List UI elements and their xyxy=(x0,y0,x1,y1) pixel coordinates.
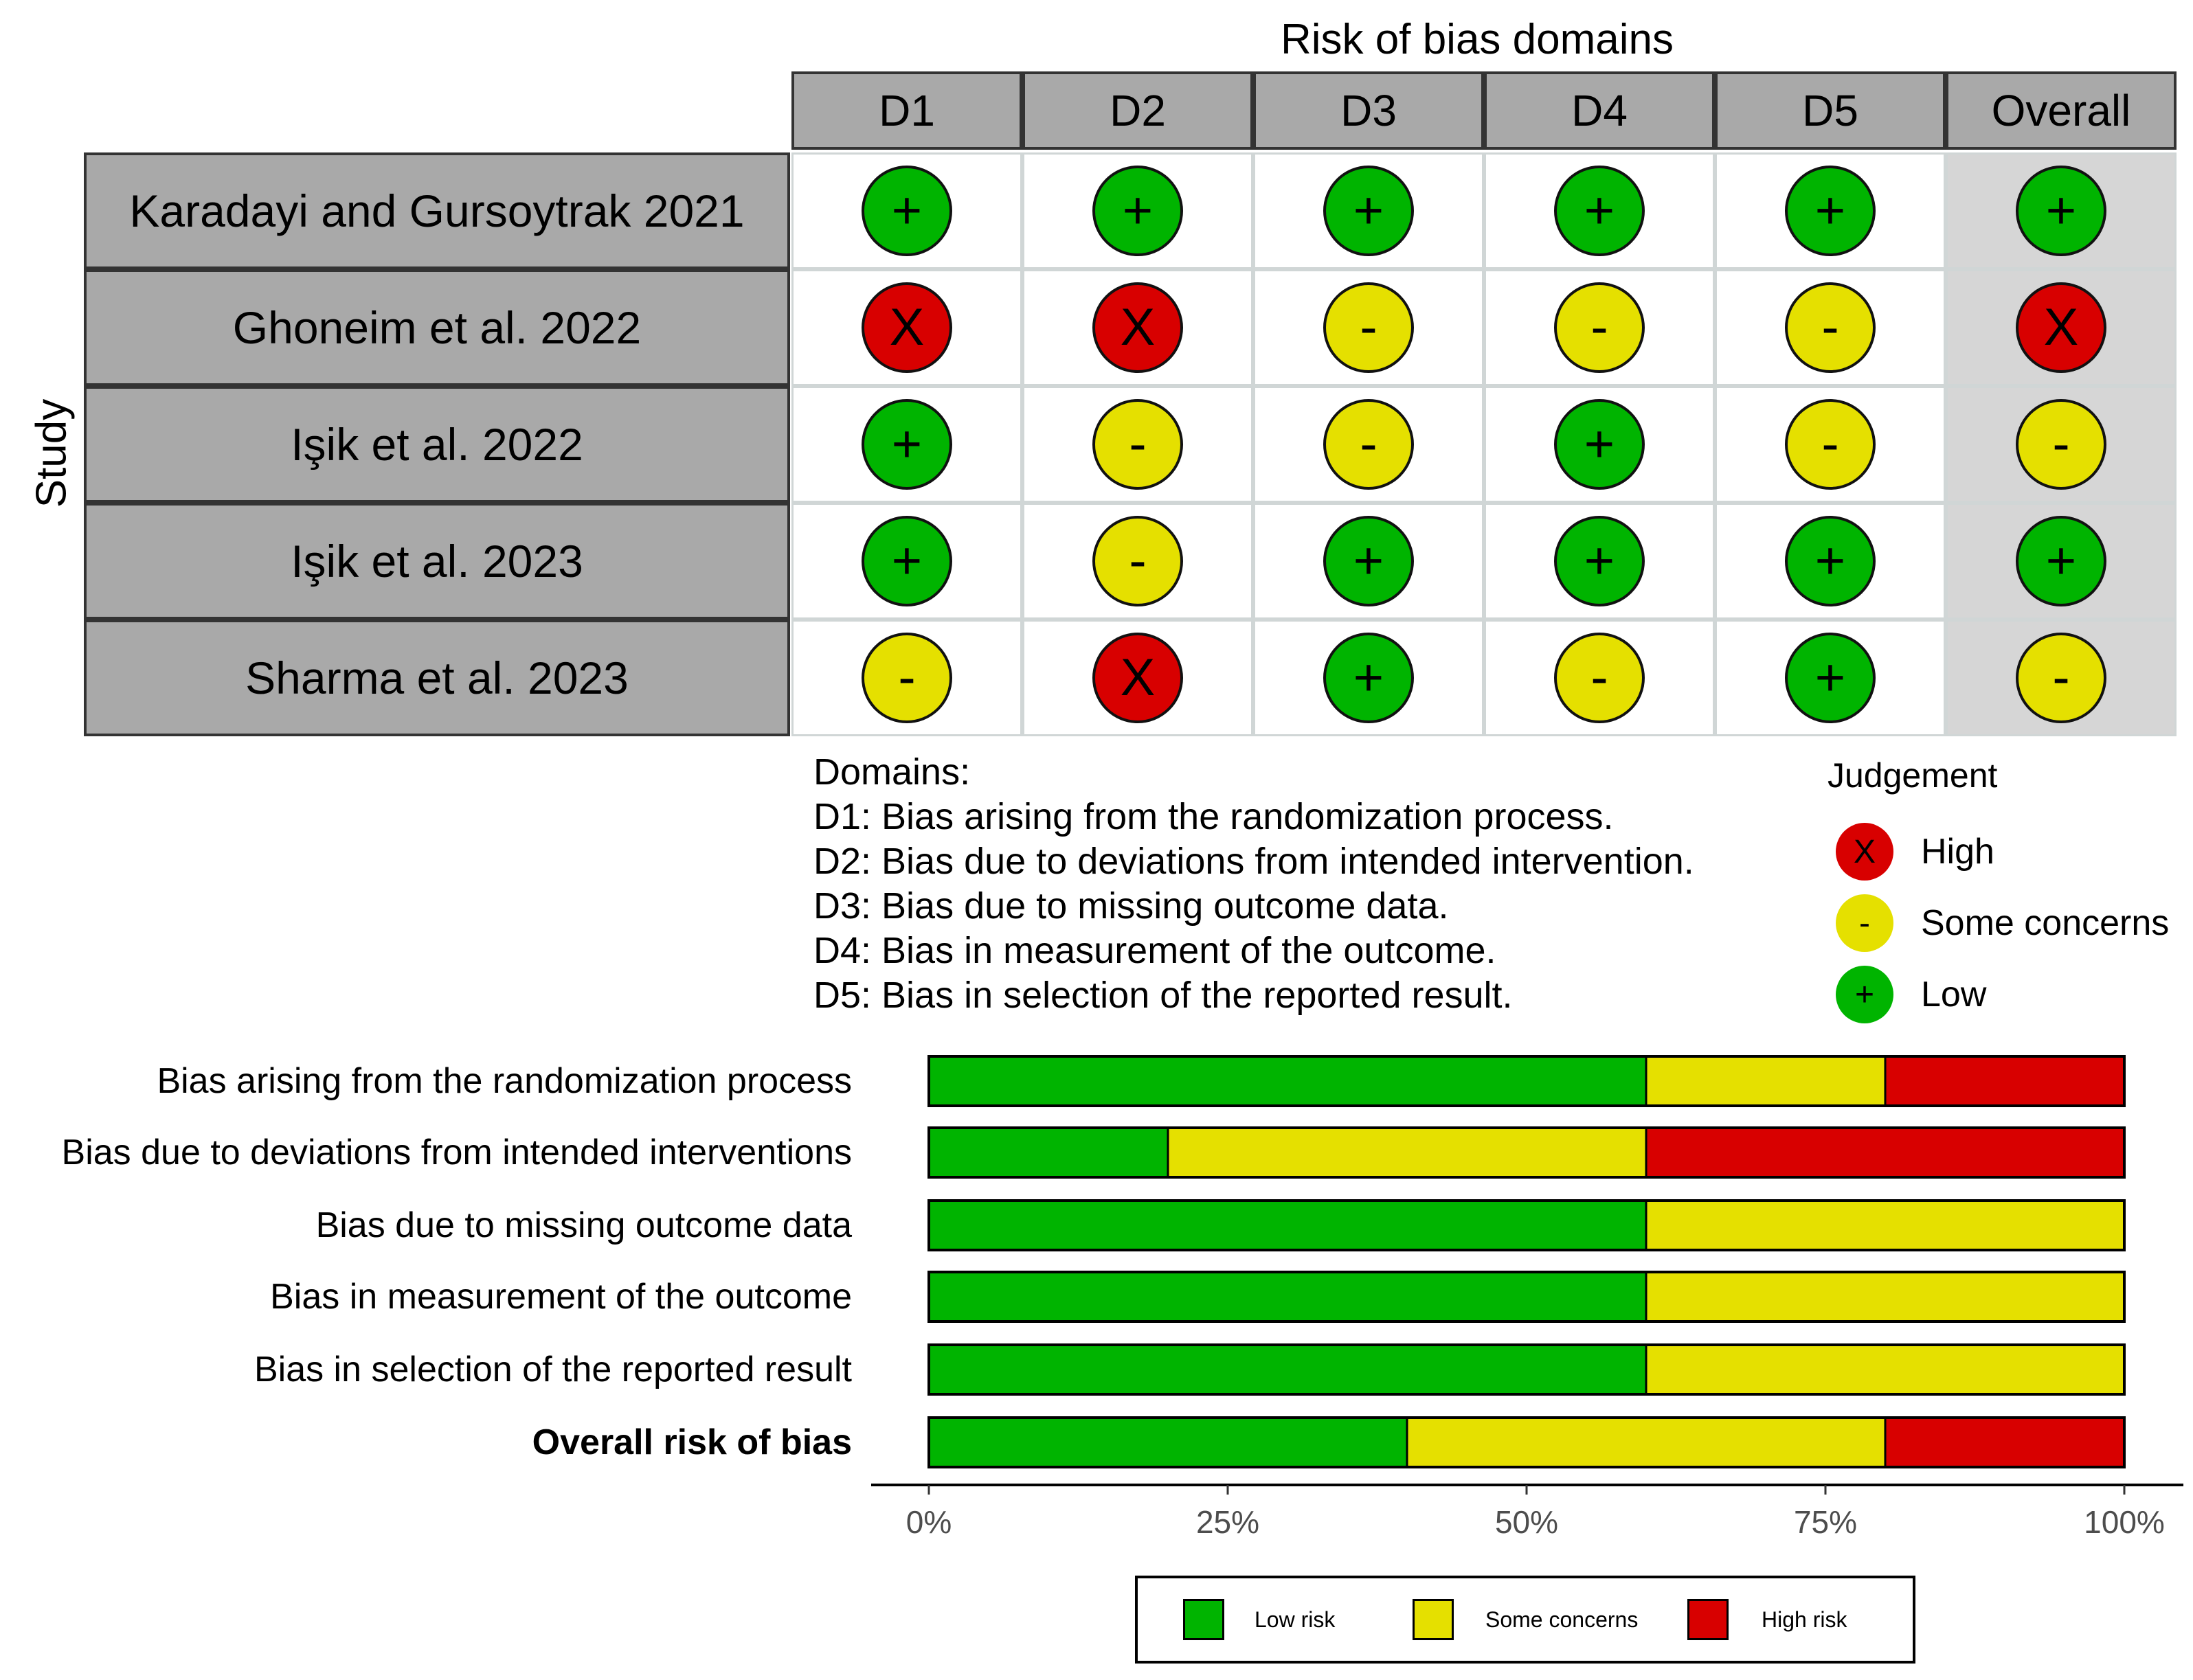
domains-heading: Domains: xyxy=(813,751,971,793)
bar-segment xyxy=(927,1416,1408,1468)
judgement-some-icon: - xyxy=(1785,399,1876,490)
bar-segment xyxy=(1645,1126,2126,1179)
judgement-some-icon: - xyxy=(1092,516,1183,606)
bar-segment xyxy=(1645,1199,2126,1251)
x-tick-label: 0% xyxy=(906,1504,952,1540)
legend-low-icon: + xyxy=(1836,966,1893,1023)
legend-swatch-low xyxy=(1183,1599,1224,1640)
bar-segment xyxy=(927,1271,1647,1323)
judgement-some-icon: - xyxy=(1323,282,1414,373)
bar-segment xyxy=(927,1199,1647,1251)
judgement-low-icon: + xyxy=(1323,166,1414,256)
study-row-label: Işik et al. 2023 xyxy=(84,503,790,620)
x-tick-label: 50% xyxy=(1495,1504,1558,1540)
bar-segment xyxy=(1406,1416,1887,1468)
judgement-low-icon: + xyxy=(1323,633,1414,723)
judgement-some-icon: - xyxy=(2016,399,2106,490)
domain-desc-d5: D5: Bias in selection of the reported re… xyxy=(813,975,1513,1016)
domain-desc-d2: D2: Bias due to deviations from intended… xyxy=(813,841,1694,882)
bar-outline xyxy=(927,1055,2126,1107)
bar-category-label: Bias due to missing outcome data xyxy=(315,1205,852,1245)
bar-segment xyxy=(1645,1271,2126,1323)
domain-desc-d3: D3: Bias due to missing outcome data. xyxy=(813,885,1449,927)
domain-desc-d4: D4: Bias in measurement of the outcome. xyxy=(813,930,1496,971)
bar-outline xyxy=(927,1416,2126,1468)
bar-legend: Low risk Some concerns High risk xyxy=(1135,1576,1915,1664)
legend-high-label: High xyxy=(1921,832,1994,872)
bar-category-label: Overall risk of bias xyxy=(532,1422,852,1462)
legend-some-icon: - xyxy=(1836,894,1893,952)
bar-category-label: Bias arising from the randomization proc… xyxy=(157,1061,852,1101)
bar-segment xyxy=(1167,1126,1647,1179)
judgement-low-icon: + xyxy=(1785,166,1876,256)
column-header-d5: D5 xyxy=(1715,71,1946,150)
legend-label-some: Some concerns xyxy=(1485,1607,1639,1632)
bar-outline xyxy=(927,1199,2126,1251)
judgement-low-icon: + xyxy=(1323,516,1414,606)
bar-category-label: Bias in measurement of the outcome xyxy=(270,1277,852,1317)
bar-segment xyxy=(927,1126,1169,1179)
judgement-low-icon: + xyxy=(862,399,952,490)
column-header-overall: Overall xyxy=(1946,71,2177,150)
judgement-low-icon: + xyxy=(2016,166,2106,256)
judgement-some-icon: - xyxy=(1785,282,1876,373)
study-row-label: Karadayi and Gursoytrak 2021 xyxy=(84,152,790,269)
judgement-some-icon: - xyxy=(1323,399,1414,490)
judgement-low-icon: + xyxy=(1554,399,1645,490)
bar-segment xyxy=(927,1343,1647,1396)
judgement-some-icon: - xyxy=(1092,399,1183,490)
column-header-d3: D3 xyxy=(1253,71,1484,150)
bar-outline xyxy=(927,1126,2126,1179)
legend-swatch-high xyxy=(1687,1599,1729,1640)
judgement-high-icon: X xyxy=(862,282,952,373)
judgement-low-icon: + xyxy=(862,516,952,606)
study-row-label: Işik et al. 2022 xyxy=(84,386,790,503)
judgement-some-icon: - xyxy=(862,633,952,723)
x-tick-label: 75% xyxy=(1794,1504,1857,1540)
judgement-some-icon: - xyxy=(1554,282,1645,373)
legend-label-low: Low risk xyxy=(1255,1607,1336,1632)
bar-category-label: Bias in selection of the reported result xyxy=(254,1350,852,1389)
judgement-low-icon: + xyxy=(1554,166,1645,256)
legend-some-label: Some concerns xyxy=(1921,903,2170,943)
judgement-legend-title: Judgement xyxy=(1827,756,1998,795)
bar-segment xyxy=(1884,1416,2126,1468)
study-row-label: Sharma et al. 2023 xyxy=(84,620,790,736)
judgement-low-icon: + xyxy=(1785,633,1876,723)
judgement-low-icon: + xyxy=(1092,166,1183,256)
bar-segment xyxy=(927,1055,1647,1107)
column-header-d1: D1 xyxy=(791,71,1022,150)
x-tick-label: 100% xyxy=(2084,1504,2165,1540)
judgement-low-icon: + xyxy=(1554,516,1645,606)
domains-legend: Domains: D1: Bias arising from the rando… xyxy=(813,750,1694,1018)
domain-desc-d1: D1: Bias arising from the randomization … xyxy=(813,796,1614,837)
judgement-low-icon: + xyxy=(1785,516,1876,606)
judgement-high-icon: X xyxy=(1092,282,1183,373)
bar-segment xyxy=(1884,1055,2126,1107)
judgement-low-icon: + xyxy=(862,166,952,256)
bar-category-label: Bias due to deviations from intended int… xyxy=(61,1133,852,1172)
legend-label-high: High risk xyxy=(1762,1607,1847,1632)
column-header-d2: D2 xyxy=(1022,71,1253,150)
bar-outline xyxy=(927,1271,2126,1323)
bar-segment xyxy=(1645,1055,1887,1107)
judgement-some-icon: - xyxy=(1554,633,1645,723)
judgement-low-icon: + xyxy=(2016,516,2106,606)
bar-outline xyxy=(927,1343,2126,1396)
judgement-high-icon: X xyxy=(2016,282,2106,373)
judgement-some-icon: - xyxy=(2016,633,2106,723)
judgement-high-icon: X xyxy=(1092,633,1183,723)
chart-title-top: Risk of bias domains xyxy=(1280,16,1674,63)
legend-swatch-some xyxy=(1413,1599,1454,1640)
study-row-label: Ghoneim et al. 2022 xyxy=(84,269,790,386)
legend-high-icon: X xyxy=(1836,823,1893,881)
column-header-d4: D4 xyxy=(1484,71,1715,150)
legend-low-label: Low xyxy=(1921,975,1987,1014)
x-tick-label: 25% xyxy=(1196,1504,1259,1540)
bar-segment xyxy=(1645,1343,2126,1396)
